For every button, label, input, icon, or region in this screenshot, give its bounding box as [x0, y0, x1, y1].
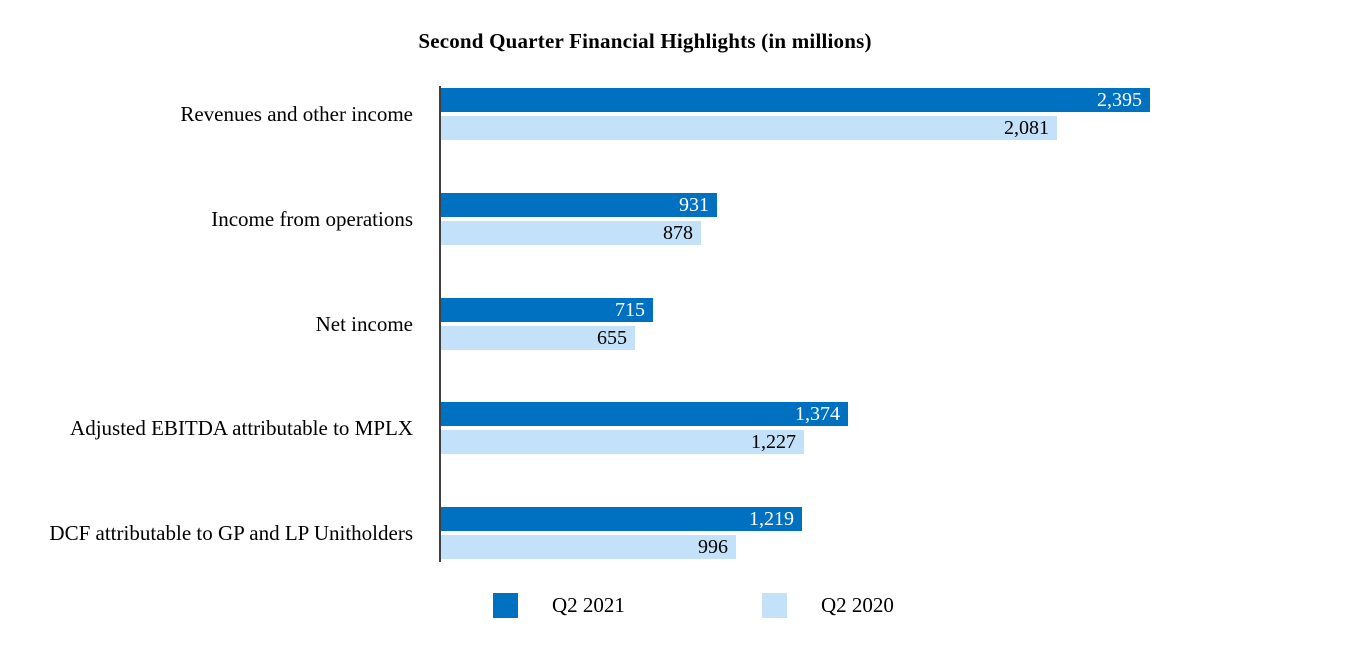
bar-q2-2021: 1,374 — [441, 402, 848, 426]
legend-label-q2-2020: Q2 2020 — [821, 593, 894, 617]
bar-value-label: 996 — [698, 536, 728, 558]
legend-swatch-q2-2021-icon — [493, 593, 518, 618]
bar-value-label: 878 — [663, 222, 693, 244]
bar-value-label: 1,219 — [749, 508, 794, 530]
bar-value-label: 931 — [679, 194, 709, 216]
bar-q2-2020: 2,081 — [441, 116, 1057, 140]
chart-title: Second Quarter Financial Highlights (in … — [418, 29, 872, 53]
bar-q2-2020: 655 — [441, 326, 635, 350]
category-label: Net income — [315, 312, 413, 336]
bar-q2-2021: 1,219 — [441, 507, 802, 531]
bar-q2-2020: 878 — [441, 221, 701, 245]
y-axis-line — [439, 86, 441, 562]
bar-q2-2021: 2,395 — [441, 88, 1150, 112]
bar-q2-2020: 1,227 — [441, 430, 804, 454]
bar-value-label: 655 — [597, 327, 627, 349]
category-label: Revenues and other income — [180, 102, 413, 126]
bar-value-label: 2,081 — [1004, 117, 1049, 139]
bar-value-label: 2,395 — [1097, 89, 1142, 111]
legend-swatch-q2-2020-icon — [762, 593, 787, 618]
legend-label-q2-2021: Q2 2021 — [552, 593, 625, 617]
category-label: Adjusted EBITDA attributable to MPLX — [70, 416, 413, 440]
bar-value-label: 1,374 — [795, 403, 840, 425]
bar-value-label: 715 — [615, 299, 645, 321]
bar-value-label: 1,227 — [751, 431, 796, 453]
bar-q2-2020: 996 — [441, 535, 736, 559]
category-label: DCF attributable to GP and LP Unitholder… — [49, 521, 413, 545]
category-label: Income from operations — [211, 207, 413, 231]
bar-q2-2021: 715 — [441, 298, 653, 322]
bar-q2-2021: 931 — [441, 193, 717, 217]
